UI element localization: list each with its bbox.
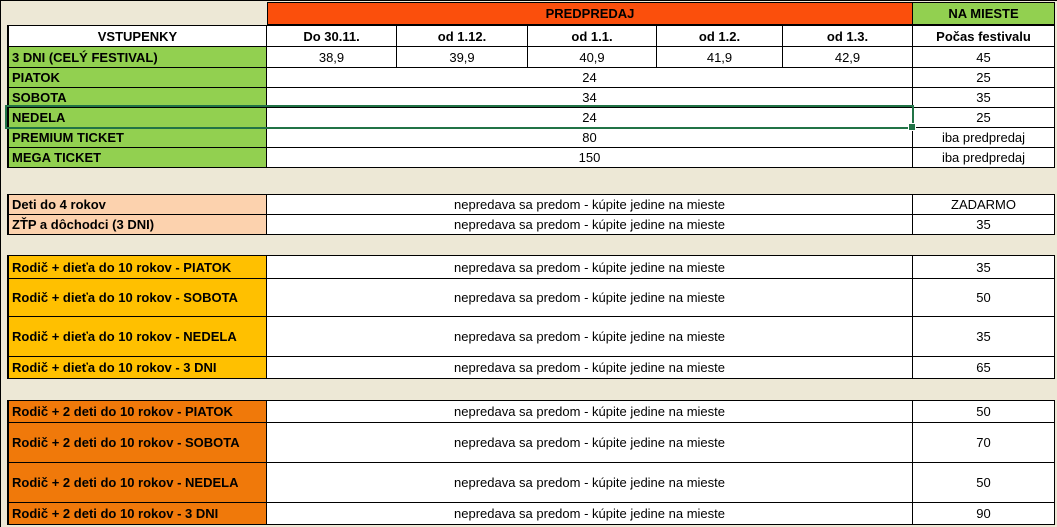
col-header-od-1-2[interactable]: od 1.2. xyxy=(657,25,783,47)
row-label-rodic-2deti-nedela[interactable]: Rodič + 2 deti do 10 rokov - NEDELA xyxy=(7,463,267,503)
price-cell-3dni-3[interactable]: 40,9 xyxy=(528,47,657,68)
table-row: PREMIUM TICKET 80 iba predpredaj xyxy=(7,128,1055,148)
onsite-cell-rodic-dieta-nedela[interactable]: 35 xyxy=(913,317,1055,357)
row-label-nedela[interactable]: NEDELA xyxy=(7,108,267,128)
gap-row xyxy=(7,235,1055,255)
row-label-sobota[interactable]: SOBOTA xyxy=(7,88,267,108)
row-label-3dni[interactable]: 3 DNI (CELÝ FESTIVAL) xyxy=(7,47,267,68)
onsite-cell-piatok[interactable]: 25 xyxy=(913,68,1055,88)
onsite-col-header[interactable]: Počas festivalu xyxy=(913,25,1055,47)
onsite-cell-rodic-dieta-3dni[interactable]: 65 xyxy=(913,357,1055,379)
onsite-cell-rodic-dieta-piatok[interactable]: 35 xyxy=(913,255,1055,279)
table-row: Rodič + dieťa do 10 rokov - NEDELA nepre… xyxy=(7,317,1055,357)
row-label-mega[interactable]: MEGA TICKET xyxy=(7,148,267,168)
table-row: Rodič + 2 deti do 10 rokov - 3 DNI nepre… xyxy=(7,503,1055,525)
onsite-cell-rodic-2deti-3dni[interactable]: 90 xyxy=(913,503,1055,525)
table-row: NEDELA 24 25 xyxy=(7,108,1055,128)
onsite-cell-rodic-2deti-sobota[interactable]: 70 xyxy=(913,423,1055,463)
presale-cell-rodic-2deti-nedela[interactable]: nepredava sa predom - kúpite jedine na m… xyxy=(267,463,913,503)
presale-cell-rodic-dieta-3dni[interactable]: nepredava sa predom - kúpite jedine na m… xyxy=(267,357,913,379)
table-row: ZŤP a dôchodci (3 DNI) nepredava sa pred… xyxy=(7,215,1055,235)
row-label-rodic-dieta-nedela[interactable]: Rodič + dieťa do 10 rokov - NEDELA xyxy=(7,317,267,357)
presale-cell-piatok[interactable]: 24 xyxy=(267,68,913,88)
onsite-cell-sobota[interactable]: 35 xyxy=(913,88,1055,108)
tickets-col-header[interactable]: VSTUPENKY xyxy=(7,25,267,47)
price-cell-3dni-4[interactable]: 41,9 xyxy=(657,47,783,68)
sheet-top-edge xyxy=(0,0,1057,1)
presale-cell-nedela[interactable]: 24 xyxy=(267,108,913,128)
price-cell-3dni-5[interactable]: 42,9 xyxy=(783,47,913,68)
table-row: Rodič + 2 deti do 10 rokov - SOBOTA nepr… xyxy=(7,423,1055,463)
table-row: Rodič + 2 deti do 10 rokov - NEDELA nepr… xyxy=(7,463,1055,503)
row-label-ztp[interactable]: ZŤP a dôchodci (3 DNI) xyxy=(7,215,267,235)
price-table: PREDPREDAJ NA MIESTE VSTUPENKY Do 30.11.… xyxy=(5,2,1055,525)
presale-cell-mega[interactable]: 150 xyxy=(267,148,913,168)
table-row: SOBOTA 34 35 xyxy=(7,88,1055,108)
gap-row xyxy=(7,168,1055,194)
table-row: 3 DNI (CELÝ FESTIVAL) 38,9 39,9 40,9 41,… xyxy=(7,47,1055,68)
table-row: VSTUPENKY Do 30.11. od 1.12. od 1.1. od … xyxy=(7,25,1055,47)
presale-cell-rodic-2deti-piatok[interactable]: nepredava sa predom - kúpite jedine na m… xyxy=(267,400,913,423)
row-label-piatok[interactable]: PIATOK xyxy=(7,68,267,88)
onsite-cell-nedela[interactable]: 25 xyxy=(913,108,1055,128)
onsite-cell-rodic-2deti-nedela[interactable]: 50 xyxy=(913,463,1055,503)
presale-cell-rodic-2deti-sobota[interactable]: nepredava sa predom - kúpite jedine na m… xyxy=(267,423,913,463)
row-label-rodic-dieta-piatok[interactable]: Rodič + dieťa do 10 rokov - PIATOK xyxy=(7,255,267,279)
table-row: Deti do 4 rokov nepredava sa predom - kú… xyxy=(7,194,1055,215)
onsite-header-cell[interactable]: NA MIESTE xyxy=(913,2,1055,25)
row-label-rodic-2deti-3dni[interactable]: Rodič + 2 deti do 10 rokov - 3 DNI xyxy=(7,503,267,525)
presale-cell-sobota[interactable]: 34 xyxy=(267,88,913,108)
gap-row xyxy=(7,379,1055,400)
presale-header-cell[interactable]: PREDPREDAJ xyxy=(267,2,913,25)
onsite-cell-rodic-dieta-sobota[interactable]: 50 xyxy=(913,279,1055,317)
presale-cell-rodic-dieta-piatok[interactable]: nepredava sa predom - kúpite jedine na m… xyxy=(267,255,913,279)
price-cell-3dni-1[interactable]: 38,9 xyxy=(267,47,397,68)
table-row: PREDPREDAJ NA MIESTE xyxy=(7,2,1055,25)
empty-corner-cell[interactable] xyxy=(7,2,267,25)
sheet-left-edge xyxy=(0,0,1,527)
onsite-cell-rodic-2deti-piatok[interactable]: 50 xyxy=(913,400,1055,423)
presale-cell-rodic-dieta-nedela[interactable]: nepredava sa predom - kúpite jedine na m… xyxy=(267,317,913,357)
row-label-rodic-2deti-piatok[interactable]: Rodič + 2 deti do 10 rokov - PIATOK xyxy=(7,400,267,423)
row-label-rodic-dieta-3dni[interactable]: Rodič + dieťa do 10 rokov - 3 DNI xyxy=(7,357,267,379)
table-row: PIATOK 24 25 xyxy=(7,68,1055,88)
table-row: Rodič + dieťa do 10 rokov - 3 DNI nepred… xyxy=(7,357,1055,379)
row-label-deti-do-4[interactable]: Deti do 4 rokov xyxy=(7,194,267,215)
presale-cell-ztp[interactable]: nepredava sa predom - kúpite jedine na m… xyxy=(267,215,913,235)
table-row: Rodič + dieťa do 10 rokov - PIATOK nepre… xyxy=(7,255,1055,279)
onsite-cell-ztp[interactable]: 35 xyxy=(913,215,1055,235)
col-header-od-1-1[interactable]: od 1.1. xyxy=(528,25,657,47)
col-header-od-1-3[interactable]: od 1.3. xyxy=(783,25,913,47)
table-row: Rodič + dieťa do 10 rokov - SOBOTA nepre… xyxy=(7,279,1055,317)
presale-cell-deti-do-4[interactable]: nepredava sa predom - kúpite jedine na m… xyxy=(267,194,913,215)
onsite-cell-3dni[interactable]: 45 xyxy=(913,47,1055,68)
onsite-cell-premium[interactable]: iba predpredaj xyxy=(913,128,1055,148)
onsite-cell-deti-do-4[interactable]: ZADARMO xyxy=(913,194,1055,215)
presale-cell-premium[interactable]: 80 xyxy=(267,128,913,148)
table-row: MEGA TICKET 150 iba predpredaj xyxy=(7,148,1055,168)
presale-cell-rodic-dieta-sobota[interactable]: nepredava sa predom - kúpite jedine na m… xyxy=(267,279,913,317)
col-header-od-1-12[interactable]: od 1.12. xyxy=(397,25,528,47)
onsite-cell-mega[interactable]: iba predpredaj xyxy=(913,148,1055,168)
presale-cell-rodic-2deti-3dni[interactable]: nepredava sa predom - kúpite jedine na m… xyxy=(267,503,913,525)
row-label-premium[interactable]: PREMIUM TICKET xyxy=(7,128,267,148)
col-header-do-30-11[interactable]: Do 30.11. xyxy=(267,25,397,47)
row-label-rodic-dieta-sobota[interactable]: Rodič + dieťa do 10 rokov - SOBOTA xyxy=(7,279,267,317)
row-label-rodic-2deti-sobota[interactable]: Rodič + 2 deti do 10 rokov - SOBOTA xyxy=(7,423,267,463)
table-row: Rodič + 2 deti do 10 rokov - PIATOK nepr… xyxy=(7,400,1055,423)
price-cell-3dni-2[interactable]: 39,9 xyxy=(397,47,528,68)
selection-fill-handle[interactable] xyxy=(908,123,916,131)
